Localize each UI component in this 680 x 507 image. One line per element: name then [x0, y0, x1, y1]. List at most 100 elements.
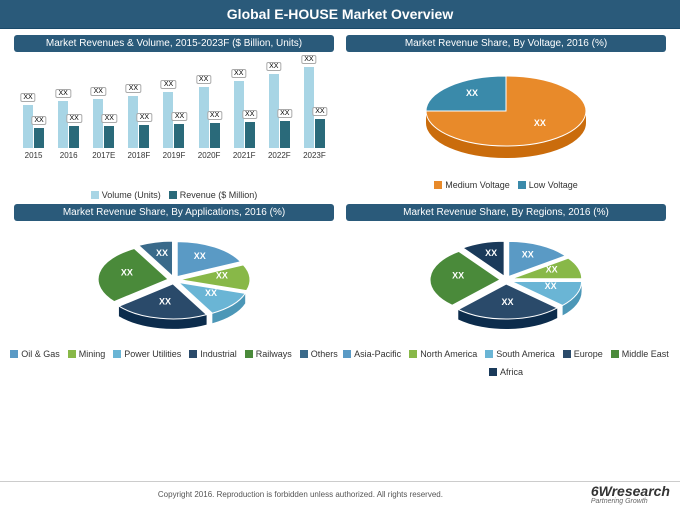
pie-value-label: XX [452, 270, 464, 280]
bar-value-label: XX [20, 93, 35, 102]
pie-value-label: XX [205, 288, 217, 298]
legend-item: Revenue ($ Million) [169, 190, 258, 200]
bar: XX [23, 105, 33, 148]
x-axis-label: 2023F [303, 151, 326, 160]
legend-label: Oil & Gas [21, 349, 60, 359]
legend-item: Mining [68, 349, 106, 359]
bar: XX [69, 126, 79, 148]
bar-group: XXXX2016 [51, 58, 86, 160]
bar: XX [93, 99, 103, 148]
bar-value-label: XX [266, 62, 281, 71]
bar-value-label: XX [242, 110, 257, 119]
legend-label: Africa [500, 367, 523, 377]
legend-label: Low Voltage [529, 180, 578, 190]
bar: XX [104, 126, 114, 149]
bar: XX [139, 125, 149, 148]
legend-swatch [489, 368, 497, 376]
bar: XX [58, 101, 68, 148]
legend-swatch [113, 350, 121, 358]
legend-label: Mining [79, 349, 106, 359]
region-pie-svg: XX XX XX XX XX XX [416, 230, 596, 340]
legend-item: South America [485, 349, 555, 359]
copyright-text: Copyright 2016. Reproduction is forbidde… [10, 490, 591, 499]
bar: XX [315, 119, 325, 148]
legend-item: Middle East [611, 349, 669, 359]
legend-swatch [189, 350, 197, 358]
bar-value-label: XX [137, 113, 152, 122]
x-axis-label: 2021F [233, 151, 256, 160]
page-title: Global E-HOUSE Market Overview [0, 0, 680, 29]
pie-value-label: XX [159, 297, 171, 307]
bar-value-label: XX [126, 84, 141, 93]
bar-value-label: XX [66, 114, 81, 123]
bar-chart-area: XXXX2015XXXX2016XXXX2017EXXXX2018FXXXX20… [10, 56, 338, 186]
x-axis-label: 2017E [92, 151, 115, 160]
legend-label: Asia-Pacific [354, 349, 401, 359]
legend-label: South America [496, 349, 555, 359]
pie-value-label: XX [501, 297, 513, 307]
legend-item: North America [409, 349, 477, 359]
logo-sub: Partnering Growth [591, 498, 670, 505]
legend-swatch [300, 350, 308, 358]
bar-value-label: XX [172, 112, 187, 121]
app-pie-legend: Oil & GasMiningPower UtilitiesIndustrial… [10, 349, 338, 359]
x-axis-label: 2016 [60, 151, 78, 160]
legend-item: Oil & Gas [10, 349, 60, 359]
voltage-pie-legend: Medium Voltage Low Voltage [342, 180, 670, 190]
bar-group: XXXX2022F [262, 58, 297, 160]
voltage-pie-title: Market Revenue Share, By Voltage, 2016 (… [346, 35, 666, 52]
legend-item: Medium Voltage [434, 180, 510, 190]
bar-value-label: XX [31, 116, 46, 125]
bar: XX [128, 96, 138, 148]
legend-label: Revenue ($ Million) [180, 190, 258, 200]
chart-grid: Market Revenues & Volume, 2015-2023F ($ … [0, 29, 680, 377]
legend-swatch [169, 191, 177, 199]
bar-chart-panel: Market Revenues & Volume, 2015-2023F ($ … [10, 35, 338, 200]
legend-swatch [245, 350, 253, 358]
legend-swatch [611, 350, 619, 358]
bar-value-label: XX [161, 80, 176, 89]
app-pie-panel: Market Revenue Share, By Applications, 2… [10, 204, 338, 377]
voltage-pie-area: XXXX [342, 56, 670, 176]
x-axis-label: 2015 [25, 151, 43, 160]
app-pie-title: Market Revenue Share, By Applications, 2… [14, 204, 334, 221]
legend-item: Africa [489, 367, 523, 377]
legend-swatch [68, 350, 76, 358]
pie-value-label: XX [545, 281, 557, 291]
pie-value-label: XX [121, 267, 133, 277]
pie-value-label: XX [546, 264, 558, 274]
legend-swatch [343, 350, 351, 358]
voltage-pie-svg: XXXX [406, 61, 606, 171]
bar-value-label: XX [301, 55, 316, 64]
legend-item: Industrial [189, 349, 237, 359]
region-pie-panel: Market Revenue Share, By Regions, 2016 (… [342, 204, 670, 377]
bar-group: XXXX2020F [192, 58, 227, 160]
legend-label: Others [311, 349, 338, 359]
legend-label: Railways [256, 349, 292, 359]
bar-group: XXXX2019F [156, 58, 191, 160]
legend-swatch [563, 350, 571, 358]
bar: XX [280, 121, 290, 148]
bar-chart-title: Market Revenues & Volume, 2015-2023F ($ … [14, 35, 334, 52]
voltage-pie-panel: Market Revenue Share, By Voltage, 2016 (… [342, 35, 670, 200]
pie-value-label: XX [522, 250, 534, 260]
legend-label: Medium Voltage [445, 180, 510, 190]
legend-label: North America [420, 349, 477, 359]
bar: XX [210, 123, 220, 148]
legend-item: Railways [245, 349, 292, 359]
legend-item: Europe [563, 349, 603, 359]
logo-main: 6Wresearch [591, 484, 670, 498]
bar-value-label: XX [91, 87, 106, 96]
bar-value-label: XX [277, 109, 292, 118]
legend-swatch [485, 350, 493, 358]
legend-swatch [10, 350, 18, 358]
bar-value-label: XX [196, 75, 211, 84]
pie-value-label: XX [466, 88, 478, 98]
bar-group: XXXX2015 [16, 58, 51, 160]
bar-group: XXXX2018F [121, 58, 156, 160]
pie-value-label: XX [194, 251, 206, 261]
legend-item: Asia-Pacific [343, 349, 401, 359]
legend-label: Europe [574, 349, 603, 359]
bar-chart-legend: Volume (Units)Revenue ($ Million) [10, 190, 338, 200]
pie-value-label: XX [485, 248, 497, 258]
